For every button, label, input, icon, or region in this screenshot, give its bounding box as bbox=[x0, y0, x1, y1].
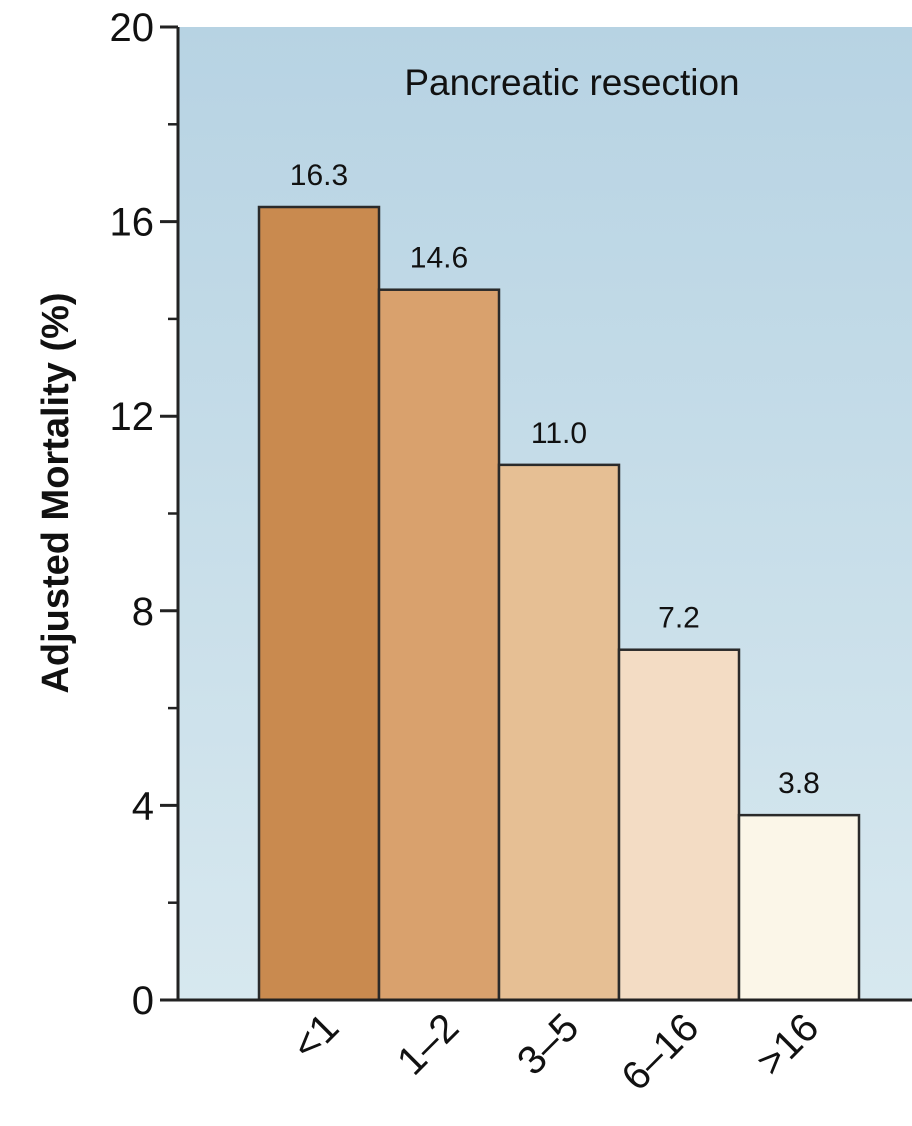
chart-title: Pancreatic resection bbox=[404, 62, 739, 103]
y-tick-label: 0 bbox=[132, 979, 154, 1023]
value-labels-group: 16.3 14.6 11.0 7.2 3.8 bbox=[290, 159, 820, 800]
y-axis-label: Adjusted Mortality (%) bbox=[35, 292, 77, 693]
bar bbox=[737, 813, 861, 1002]
y-tick-label: 4 bbox=[132, 784, 154, 828]
bars-group bbox=[257, 205, 861, 1002]
bar bbox=[257, 205, 381, 1002]
bar-value-label: 3.8 bbox=[778, 767, 820, 800]
bar-value-label: 11.0 bbox=[531, 417, 587, 450]
x-tick-label: 1–2 bbox=[389, 1005, 467, 1083]
x-tick-label: <1 bbox=[284, 1005, 347, 1068]
y-tick-label: 16 bbox=[110, 201, 155, 245]
bar-value-label: 14.6 bbox=[410, 242, 468, 275]
x-tick-label: 3–5 bbox=[509, 1005, 587, 1083]
bar-value-label: 16.3 bbox=[290, 159, 348, 192]
y-tick-label: 8 bbox=[132, 590, 154, 634]
x-tick-label: 6–16 bbox=[613, 1005, 707, 1099]
bar bbox=[377, 288, 501, 1002]
bar bbox=[497, 463, 621, 1002]
bar bbox=[617, 648, 741, 1002]
y-tick-label: 12 bbox=[110, 395, 155, 439]
x-tick-labels-group: <1 1–2 3–5 6–16 >16 bbox=[284, 1005, 827, 1099]
y-ticks-group: 0 4 8 12 16 20 bbox=[110, 6, 178, 1023]
x-tick-label: >16 bbox=[748, 1005, 827, 1084]
y-tick-label: 20 bbox=[110, 6, 155, 50]
bar-value-label: 7.2 bbox=[658, 602, 700, 635]
